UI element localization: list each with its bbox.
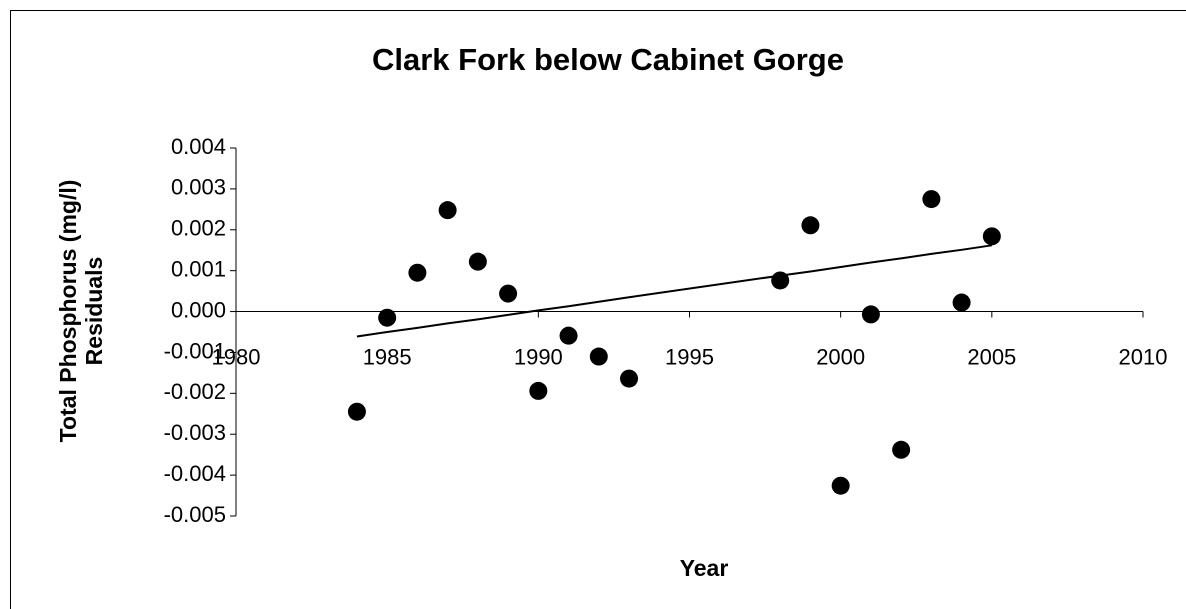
y-tick-label: -0.001: [164, 338, 226, 363]
y-tick-label: -0.002: [164, 379, 226, 404]
x-tick-label: 2000: [816, 344, 865, 369]
data-point: [952, 293, 971, 312]
y-tick-label: -0.004: [164, 461, 226, 486]
data-point: [529, 381, 548, 400]
data-point: [559, 326, 578, 345]
y-axis-title: Residuals: [81, 257, 107, 366]
y-tick-label: -0.005: [164, 502, 226, 527]
data-point: [620, 369, 639, 388]
x-tick-label: 1995: [665, 344, 714, 369]
data-point: [982, 227, 1001, 246]
x-tick-label: 1980: [212, 344, 261, 369]
data-point: [861, 305, 880, 324]
y-tick-label: 0.001: [171, 256, 226, 281]
y-tick-label: 0.002: [171, 216, 226, 241]
y-tick-label: -0.003: [164, 420, 226, 445]
x-axis-title: Year: [680, 555, 729, 581]
chart-border: [10, 10, 1186, 609]
x-tick-label: 1990: [514, 344, 563, 369]
x-tick-label: 2010: [1119, 344, 1168, 369]
y-axis-title: Total Phosphorus (mg/l): [55, 180, 81, 443]
data-point: [831, 476, 850, 495]
data-point: [589, 347, 608, 366]
y-tick-label: 0.004: [171, 134, 226, 159]
data-point: [499, 284, 518, 303]
data-point: [347, 402, 366, 421]
chart-title: Clark Fork below Cabinet Gorge: [372, 42, 844, 77]
data-point: [892, 440, 911, 459]
data-point: [468, 252, 487, 271]
data-point: [378, 308, 397, 327]
y-tick-label: 0.003: [171, 175, 226, 200]
data-point: [438, 201, 457, 220]
x-tick-label: 1985: [363, 344, 412, 369]
y-tick-label: 0.000: [171, 297, 226, 322]
x-tick-label: 2005: [967, 344, 1016, 369]
data-point: [922, 190, 941, 209]
trend-line: [356, 244, 992, 338]
data-point: [801, 216, 820, 235]
data-point: [408, 263, 427, 282]
